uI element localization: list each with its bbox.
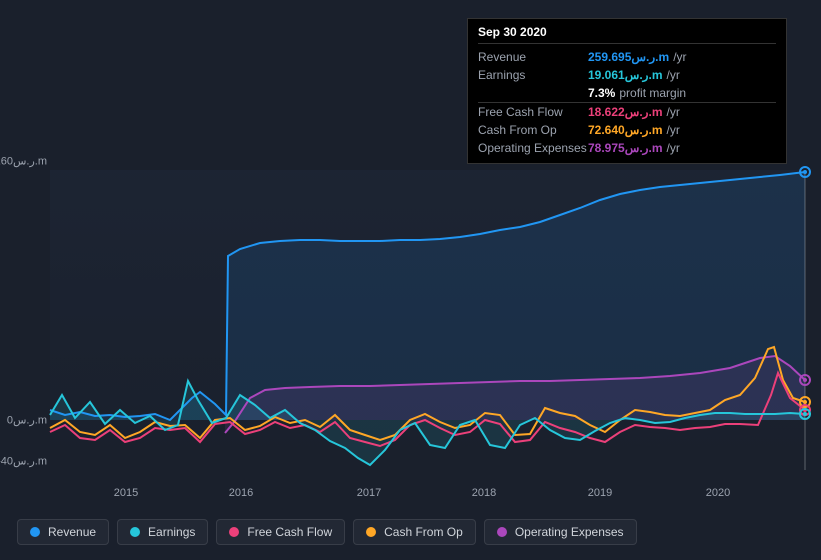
tooltip-metric-label: Revenue (478, 50, 588, 64)
tooltip-row: Free Cash Flow18.622ر.س.m/yr (478, 102, 776, 121)
x-tick-label: 2017 (357, 487, 381, 499)
tooltip-row: Earnings19.061ر.س.m/yr (478, 66, 776, 84)
end-marker-dot-cash_from_op (803, 400, 807, 404)
tooltip-row: Operating Expenses78.975ر.س.m/yr (478, 139, 776, 157)
legend-item[interactable]: Revenue (17, 519, 109, 545)
legend-dot-icon (130, 527, 140, 537)
tooltip-date: Sep 30 2020 (478, 25, 776, 44)
legend-bar: Revenue Earnings Free Cash Flow Cash From O… (17, 519, 637, 545)
tooltip-metric-label: Free Cash Flow (478, 105, 588, 119)
tooltip-currency-unit: ر.س.m (625, 68, 663, 82)
legend-dot-icon (30, 527, 40, 537)
tooltip-metric-label: Earnings (478, 68, 588, 82)
legend-label: Operating Expenses (515, 525, 624, 539)
tooltip-currency-unit: ر.س.m (625, 141, 663, 155)
legend-label: Revenue (48, 525, 96, 539)
hover-tooltip: Sep 30 2020 Revenue259.695ر.س.m/yrEarnin… (467, 18, 787, 164)
tooltip-metric-value: 19.061 (588, 68, 625, 82)
chart-container: 260ر.س.m 0ر.س.m -40ر.س.m 2015 2016 2017 2018 2… (0, 0, 821, 560)
tooltip-metric-value: 72.640 (588, 123, 625, 137)
x-tick-label: 2018 (472, 487, 496, 499)
tooltip-period-suffix: /yr (667, 68, 680, 82)
x-tick-label: 2019 (588, 487, 612, 499)
tooltip-currency-unit: ر.س.m (631, 50, 669, 64)
tooltip-metric-value: 18.622 (588, 105, 625, 119)
end-marker-dot-earnings (803, 412, 807, 416)
legend-label: Free Cash Flow (247, 525, 332, 539)
tooltip-period-suffix: /yr (667, 105, 680, 119)
tooltip-currency-unit: ر.س.m (625, 105, 663, 119)
legend-label: Cash From Op (384, 525, 463, 539)
x-tick-label: 2020 (706, 487, 730, 499)
legend-dot-icon (497, 527, 507, 537)
tooltip-row: Revenue259.695ر.س.m/yr (478, 48, 776, 66)
tooltip-metric-value: 259.695 (588, 50, 631, 64)
legend-dot-icon (229, 527, 239, 537)
x-tick-label: 2015 (114, 487, 138, 499)
tooltip-metric-label: Cash From Op (478, 123, 588, 137)
y-tick-label: 0ر.س.m (7, 414, 47, 427)
y-tick-label: 260ر.س.m (0, 155, 47, 168)
tooltip-metric-label: Operating Expenses (478, 141, 588, 155)
y-tick-label: -40ر.س.m (0, 455, 47, 468)
profit-margin-label: profit margin (619, 86, 686, 100)
legend-item[interactable]: Free Cash Flow (216, 519, 345, 545)
legend-item[interactable]: Earnings (117, 519, 208, 545)
legend-dot-icon (366, 527, 376, 537)
tooltip-currency-unit: ر.س.m (625, 123, 663, 137)
legend-item[interactable]: Operating Expenses (484, 519, 637, 545)
legend-label: Earnings (148, 525, 195, 539)
tooltip-metric-value: 78.975 (588, 141, 625, 155)
x-tick-label: 2016 (229, 487, 253, 499)
end-marker-dot-operating_expenses (803, 378, 807, 382)
profit-margin-value: 7.3% (588, 86, 615, 100)
legend-item[interactable]: Cash From Op (353, 519, 476, 545)
tooltip-period-suffix: /yr (667, 123, 680, 137)
tooltip-profit-margin: 7.3% profit margin (478, 84, 776, 102)
tooltip-period-suffix: /yr (673, 50, 686, 64)
tooltip-period-suffix: /yr (667, 141, 680, 155)
end-marker-dot-revenue (803, 170, 807, 174)
tooltip-row: Cash From Op72.640ر.س.m/yr (478, 121, 776, 139)
